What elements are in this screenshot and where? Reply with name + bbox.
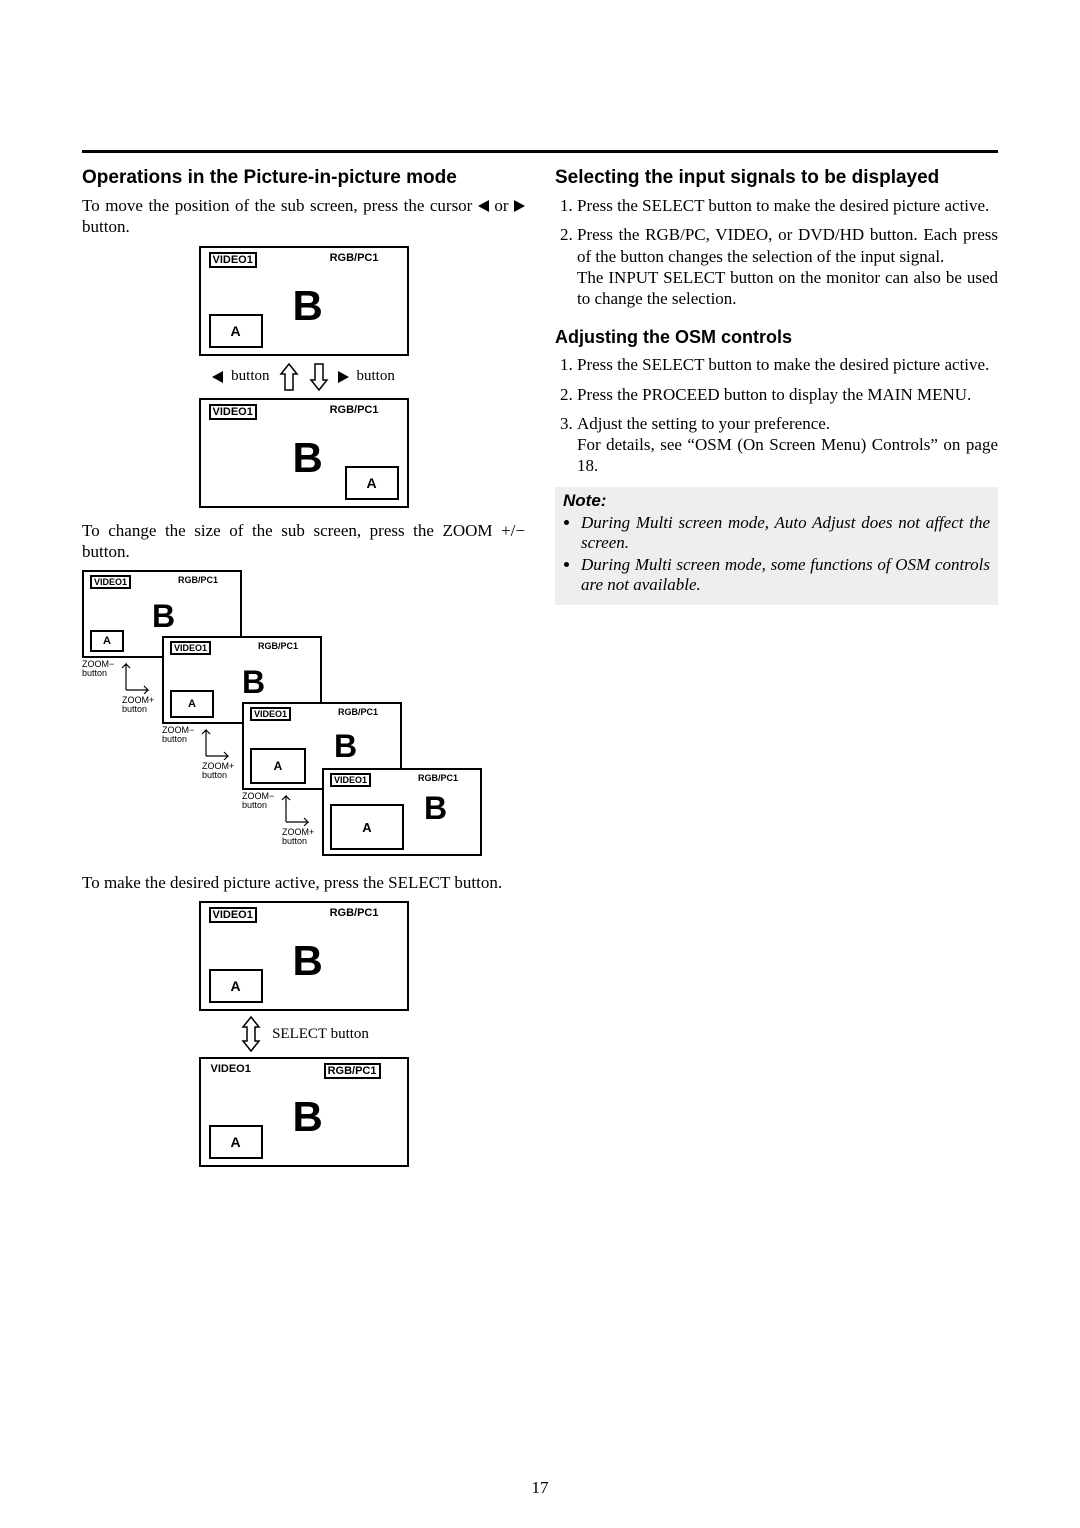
step-1: Press the SELECT button to make the desi… <box>577 195 998 216</box>
note-box: Note: During Multi screen mode, Auto Adj… <box>555 487 998 605</box>
page-number: 17 <box>0 1478 1080 1498</box>
big-b-label: B <box>293 282 323 330</box>
label-rgbpc1: RGB/PC1 <box>328 404 381 416</box>
up-arrow-icon <box>278 362 300 392</box>
big-b-label: B <box>334 728 357 765</box>
label-video1-selected: VIDEO1 <box>209 252 257 268</box>
zoom-plus-label: ZOOM+button <box>122 696 154 714</box>
button-left-label: button <box>231 368 269 385</box>
zoom-arrows-icon <box>200 726 230 760</box>
big-b-label: B <box>242 664 265 701</box>
label-video1-selected: VIDEO1 <box>170 641 211 655</box>
label-rgbpc1: RGB/PC1 <box>256 641 300 651</box>
sub-a-box: A <box>330 804 404 850</box>
para-move-subscreen: To move the position of the sub screen, … <box>82 195 525 238</box>
button-right-label: button <box>357 368 395 385</box>
label-rgbpc1: RGB/PC1 <box>176 575 220 585</box>
sub-a-box: A <box>345 466 399 500</box>
note-title: Note: <box>563 491 990 511</box>
big-b-label: B <box>293 937 323 985</box>
label-video1-selected: VIDEO1 <box>330 773 371 787</box>
sub-a-box: A <box>209 969 263 1003</box>
note-list: During Multi screen mode, Auto Adjust do… <box>563 513 990 595</box>
diagram-select: VIDEO1 RGB/PC1 B A SELECT button VIDEO1 … <box>82 901 525 1167</box>
step-1: Press the SELECT button to make the desi… <box>577 354 998 375</box>
sub-a-box: A <box>90 630 124 652</box>
big-b-label: B <box>293 434 323 482</box>
heading-pip-ops: Operations in the Picture-in-picture mod… <box>82 167 525 189</box>
step-2: Press the RGB/PC, VIDEO, or DVD/HD butto… <box>577 224 998 309</box>
para-change-size: To change the size of the sub screen, pr… <box>82 520 525 563</box>
cursor-right-icon <box>514 200 525 212</box>
sub-a-box: A <box>250 748 306 784</box>
top-rule <box>82 150 998 153</box>
zoom-minus-label: ZOOM−button <box>242 792 274 810</box>
zoom-minus-label: ZOOM−button <box>82 660 114 678</box>
diagram-zoom: VIDEO1 RGB/PC1 B A ZOOM−button ZOOM+butt… <box>82 570 525 860</box>
updown-arrow-icon <box>238 1015 264 1053</box>
step-3: Adjust the setting to your preference. F… <box>577 413 998 477</box>
sub-a-box: A <box>170 690 214 718</box>
left-column: Operations in the Picture-in-picture mod… <box>82 167 525 1179</box>
label-rgbpc1-selected: RGB/PC1 <box>324 1063 381 1079</box>
cursor-left-icon <box>478 200 489 212</box>
zoom-arrows-icon <box>120 660 150 694</box>
down-arrow-icon <box>308 362 330 392</box>
label-rgbpc1: RGB/PC1 <box>416 773 460 783</box>
steps-osm: Press the SELECT button to make the desi… <box>555 354 998 476</box>
label-video1-selected: VIDEO1 <box>209 907 257 923</box>
note-item: During Multi screen mode, some functions… <box>581 555 990 595</box>
tri-right-icon <box>338 371 349 383</box>
label-video1-selected: VIDEO1 <box>209 404 257 420</box>
diagram-move-position: VIDEO1 RGB/PC1 B A button <box>82 246 525 508</box>
big-b-label: B <box>424 790 447 827</box>
steps-select-inputs: Press the SELECT button to make the desi… <box>555 195 998 309</box>
label-rgbpc1: RGB/PC1 <box>336 707 380 717</box>
para-select: To make the desired picture active, pres… <box>82 872 525 893</box>
label-rgbpc1: RGB/PC1 <box>328 907 381 919</box>
sub-a-box: A <box>209 1125 263 1159</box>
step-2: Press the PROCEED button to display the … <box>577 384 998 405</box>
label-video1-selected: VIDEO1 <box>250 707 291 721</box>
zoom-minus-label: ZOOM−button <box>162 726 194 744</box>
select-button-label: SELECT button <box>272 1026 369 1043</box>
heading-select-inputs: Selecting the input signals to be displa… <box>555 167 998 189</box>
label-video1-selected: VIDEO1 <box>90 575 131 589</box>
sub-a-box: A <box>209 314 263 348</box>
heading-osm: Adjusting the OSM controls <box>555 327 998 348</box>
right-column: Selecting the input signals to be displa… <box>555 167 998 1179</box>
zoom-plus-label: ZOOM+button <box>282 828 314 846</box>
note-item: During Multi screen mode, Auto Adjust do… <box>581 513 990 553</box>
zoom-arrows-icon <box>280 792 310 826</box>
zoom-plus-label: ZOOM+button <box>202 762 234 780</box>
tri-left-icon <box>212 371 223 383</box>
big-b-label: B <box>152 598 175 635</box>
label-video1: VIDEO1 <box>209 1063 253 1075</box>
label-rgbpc1: RGB/PC1 <box>328 252 381 264</box>
big-b-label: B <box>293 1093 323 1141</box>
